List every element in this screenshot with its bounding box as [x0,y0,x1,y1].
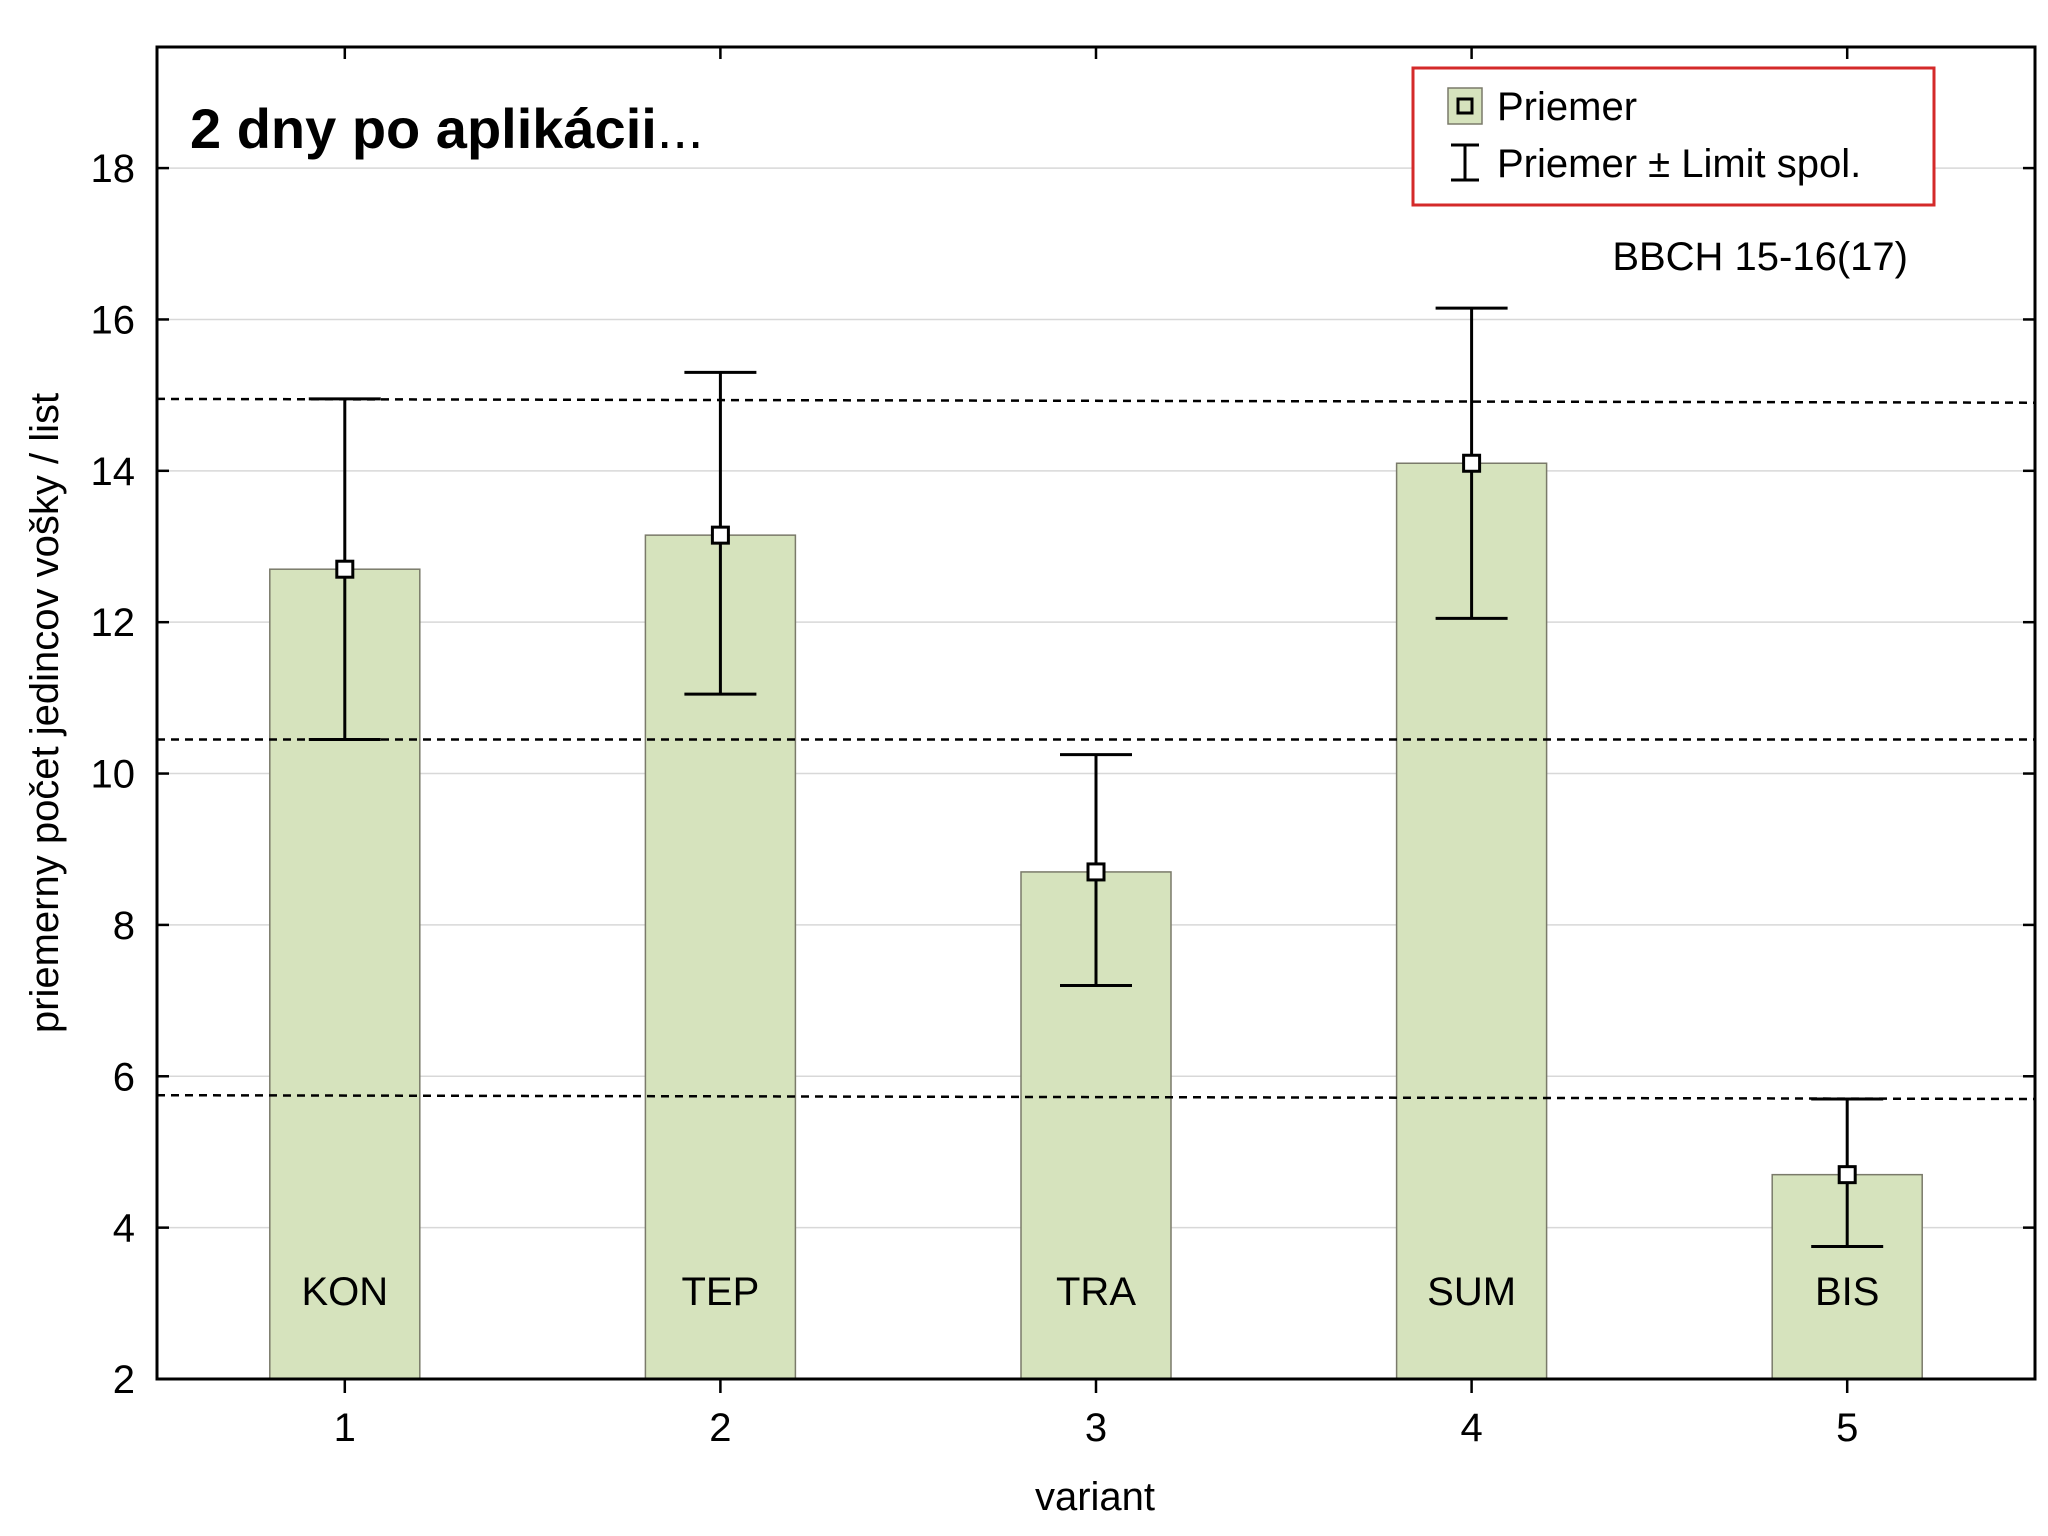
x-tick-label: 2 [709,1406,731,1450]
legend: Priemer Priemer ± Limit spol. [1411,66,1936,207]
bar-label: SUM [1427,1270,1516,1314]
y-tick-label: 2 [113,1358,135,1402]
y-tick-label: 12 [91,601,136,645]
chart-title: 2 dny po aplikácii... [190,97,704,160]
mean-marker [1462,453,1482,473]
legend-entry-mean: Priemer [1497,85,1637,129]
mean-marker [335,559,355,579]
mean-marker [1086,862,1106,882]
bar-labels: KON TEP TRA SUM BIS [301,1270,1879,1314]
bar-label: TEP [682,1270,760,1314]
bar [1395,462,1548,1380]
mean-marker [710,525,730,545]
legend-swatch-mean [1447,87,1483,125]
bar-label: TRA [1056,1270,1136,1314]
mean-markers [335,453,1857,1185]
y-tick-label: 14 [91,450,136,494]
reference-line [156,397,2036,404]
bar-label: KON [301,1270,388,1314]
y-tick-label: 8 [113,904,135,948]
x-tick-label: 3 [1085,1406,1107,1450]
x-axis-ticks: 1 2 3 4 5 [334,47,1858,1450]
reference-line [156,1093,2036,1101]
x-tick-label: 5 [1836,1406,1858,1450]
bbch-annotation: BBCH 15-16(17) [1612,235,1908,279]
y-axis-title: priemerny počet jedincov vošky / list [23,393,67,1033]
y-tick-label: 16 [91,298,136,342]
y-tick-label: 18 [91,147,136,191]
reference-lines [156,397,2036,1101]
y-tick-label: 10 [91,753,136,797]
x-tick-label: 4 [1460,1406,1482,1450]
bar-label: BIS [1815,1270,1879,1314]
legend-marker-icon [1456,97,1474,115]
y-tick-label: 4 [113,1207,135,1251]
mean-marker [1837,1165,1857,1185]
x-axis-title: variant [1035,1475,1155,1519]
x-tick-label: 1 [334,1406,356,1450]
legend-errorbar-icon [1451,143,1479,182]
legend-entry-limit: Priemer ± Limit spol. [1497,142,1861,186]
legend-box [1411,66,1936,207]
y-tick-label: 6 [113,1055,135,1099]
y-axis-ticks: 2 4 6 8 10 12 14 16 18 [91,147,2035,1402]
